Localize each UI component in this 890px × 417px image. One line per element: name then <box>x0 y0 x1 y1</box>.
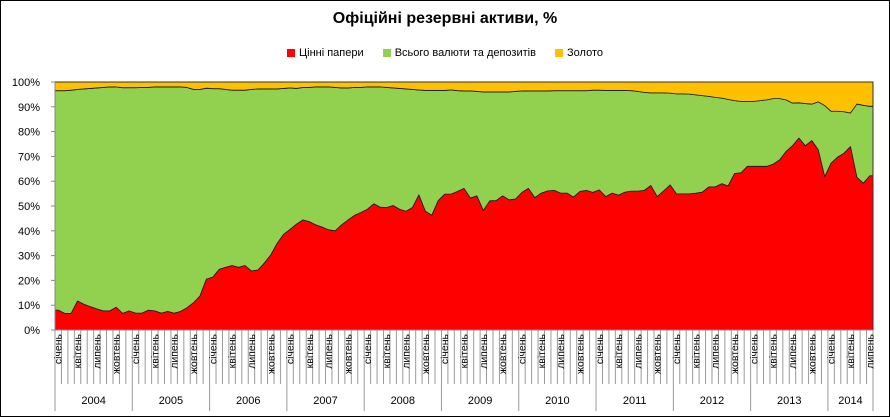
x-month-label: липень <box>864 333 876 368</box>
x-month-label: січень <box>748 333 760 364</box>
x-month-label: жовтень <box>265 333 277 374</box>
legend-item-currency-deposits: Всього валюти та депозитів <box>382 47 536 59</box>
x-year-label: 2007 <box>313 395 337 407</box>
legend-swatch-currency <box>382 49 391 57</box>
y-tick-label: 10% <box>18 300 40 312</box>
x-year-label: 2004 <box>81 395 105 407</box>
x-year-label: 2006 <box>236 395 260 407</box>
x-month-label: липень <box>555 333 567 368</box>
x-month-label: січень <box>53 333 65 364</box>
legend-item-gold: Золото <box>555 47 603 59</box>
x-month-label: січень <box>594 333 606 364</box>
x-month-label: липень <box>323 333 335 368</box>
x-month-label: жовтень <box>420 333 432 374</box>
y-tick-label: 80% <box>18 127 40 139</box>
x-year-label: 2009 <box>468 395 492 407</box>
x-month-label: липень <box>246 333 258 368</box>
x-month-label: січень <box>207 333 219 364</box>
y-tick-label: 20% <box>18 275 40 287</box>
x-month-label: січень <box>671 333 683 364</box>
legend-swatch-securities <box>287 49 295 57</box>
y-tick-label: 50% <box>18 201 40 213</box>
x-year-label: 2014 <box>838 395 862 407</box>
legend-label: Всього валюти та депозитів <box>394 47 536 59</box>
x-month-label: липень <box>787 333 799 368</box>
legend-item-securities: Цінні папери <box>287 47 364 59</box>
x-month-label: січень <box>516 333 528 364</box>
x-month-label: жовтень <box>729 333 741 374</box>
x-month-label: квітень <box>149 333 161 368</box>
x-month-label: січень <box>130 333 142 364</box>
x-month-label: квітень <box>72 333 84 368</box>
x-year-label: 2011 <box>623 395 647 407</box>
chart-title: Офіційні резервні активи, % <box>332 10 558 27</box>
y-tick-label: 30% <box>18 251 40 263</box>
x-month-label: січень <box>362 333 374 364</box>
x-year-label: 2012 <box>700 395 724 407</box>
y-tick-label: 40% <box>18 226 40 238</box>
x-year-label: 2005 <box>159 395 183 407</box>
x-month-label: липень <box>478 333 490 368</box>
x-month-label: січень <box>826 333 838 364</box>
x-month-label: жовтень <box>111 333 123 374</box>
x-month-label: липень <box>91 333 103 368</box>
x-month-label: липень <box>632 333 644 368</box>
x-month-label: жовтень <box>806 333 818 374</box>
legend-swatch-gold <box>555 49 564 57</box>
x-year-label: 2013 <box>777 395 801 407</box>
y-tick-label: 60% <box>18 176 40 188</box>
x-month-label: квітень <box>304 333 316 368</box>
x-month-label: квітень <box>381 333 393 368</box>
x-month-label: липень <box>169 333 181 368</box>
x-month-label: жовтень <box>574 333 586 374</box>
legend-label: Цінні папери <box>299 47 364 59</box>
x-month-label: жовтень <box>497 333 509 374</box>
x-month-label: жовтень <box>188 333 200 374</box>
legend: Цінні папери Всього валюти та депозитів … <box>1 47 889 59</box>
x-month-label: квітень <box>845 333 857 368</box>
x-month-label: липень <box>710 333 722 368</box>
x-month-label: жовтень <box>652 333 664 374</box>
x-month-label: липень <box>401 333 413 368</box>
x-month-label: квітень <box>227 333 239 368</box>
x-month-label: квітень <box>459 333 471 368</box>
x-month-label: квітень <box>768 333 780 368</box>
y-tick-label: 100% <box>12 77 40 89</box>
y-tick-label: 70% <box>18 151 40 163</box>
x-month-label: жовтень <box>343 333 355 374</box>
x-year-label: 2010 <box>545 395 569 407</box>
y-tick-label: 0% <box>24 325 40 337</box>
x-month-label: січень <box>285 333 297 364</box>
legend-label: Золото <box>567 47 603 59</box>
x-month-label: січень <box>439 333 451 364</box>
x-month-label: квітень <box>690 333 702 368</box>
x-month-label: квітень <box>613 333 625 368</box>
x-year-label: 2008 <box>391 395 415 407</box>
y-tick-label: 90% <box>18 102 40 114</box>
x-month-label: квітень <box>536 333 548 368</box>
